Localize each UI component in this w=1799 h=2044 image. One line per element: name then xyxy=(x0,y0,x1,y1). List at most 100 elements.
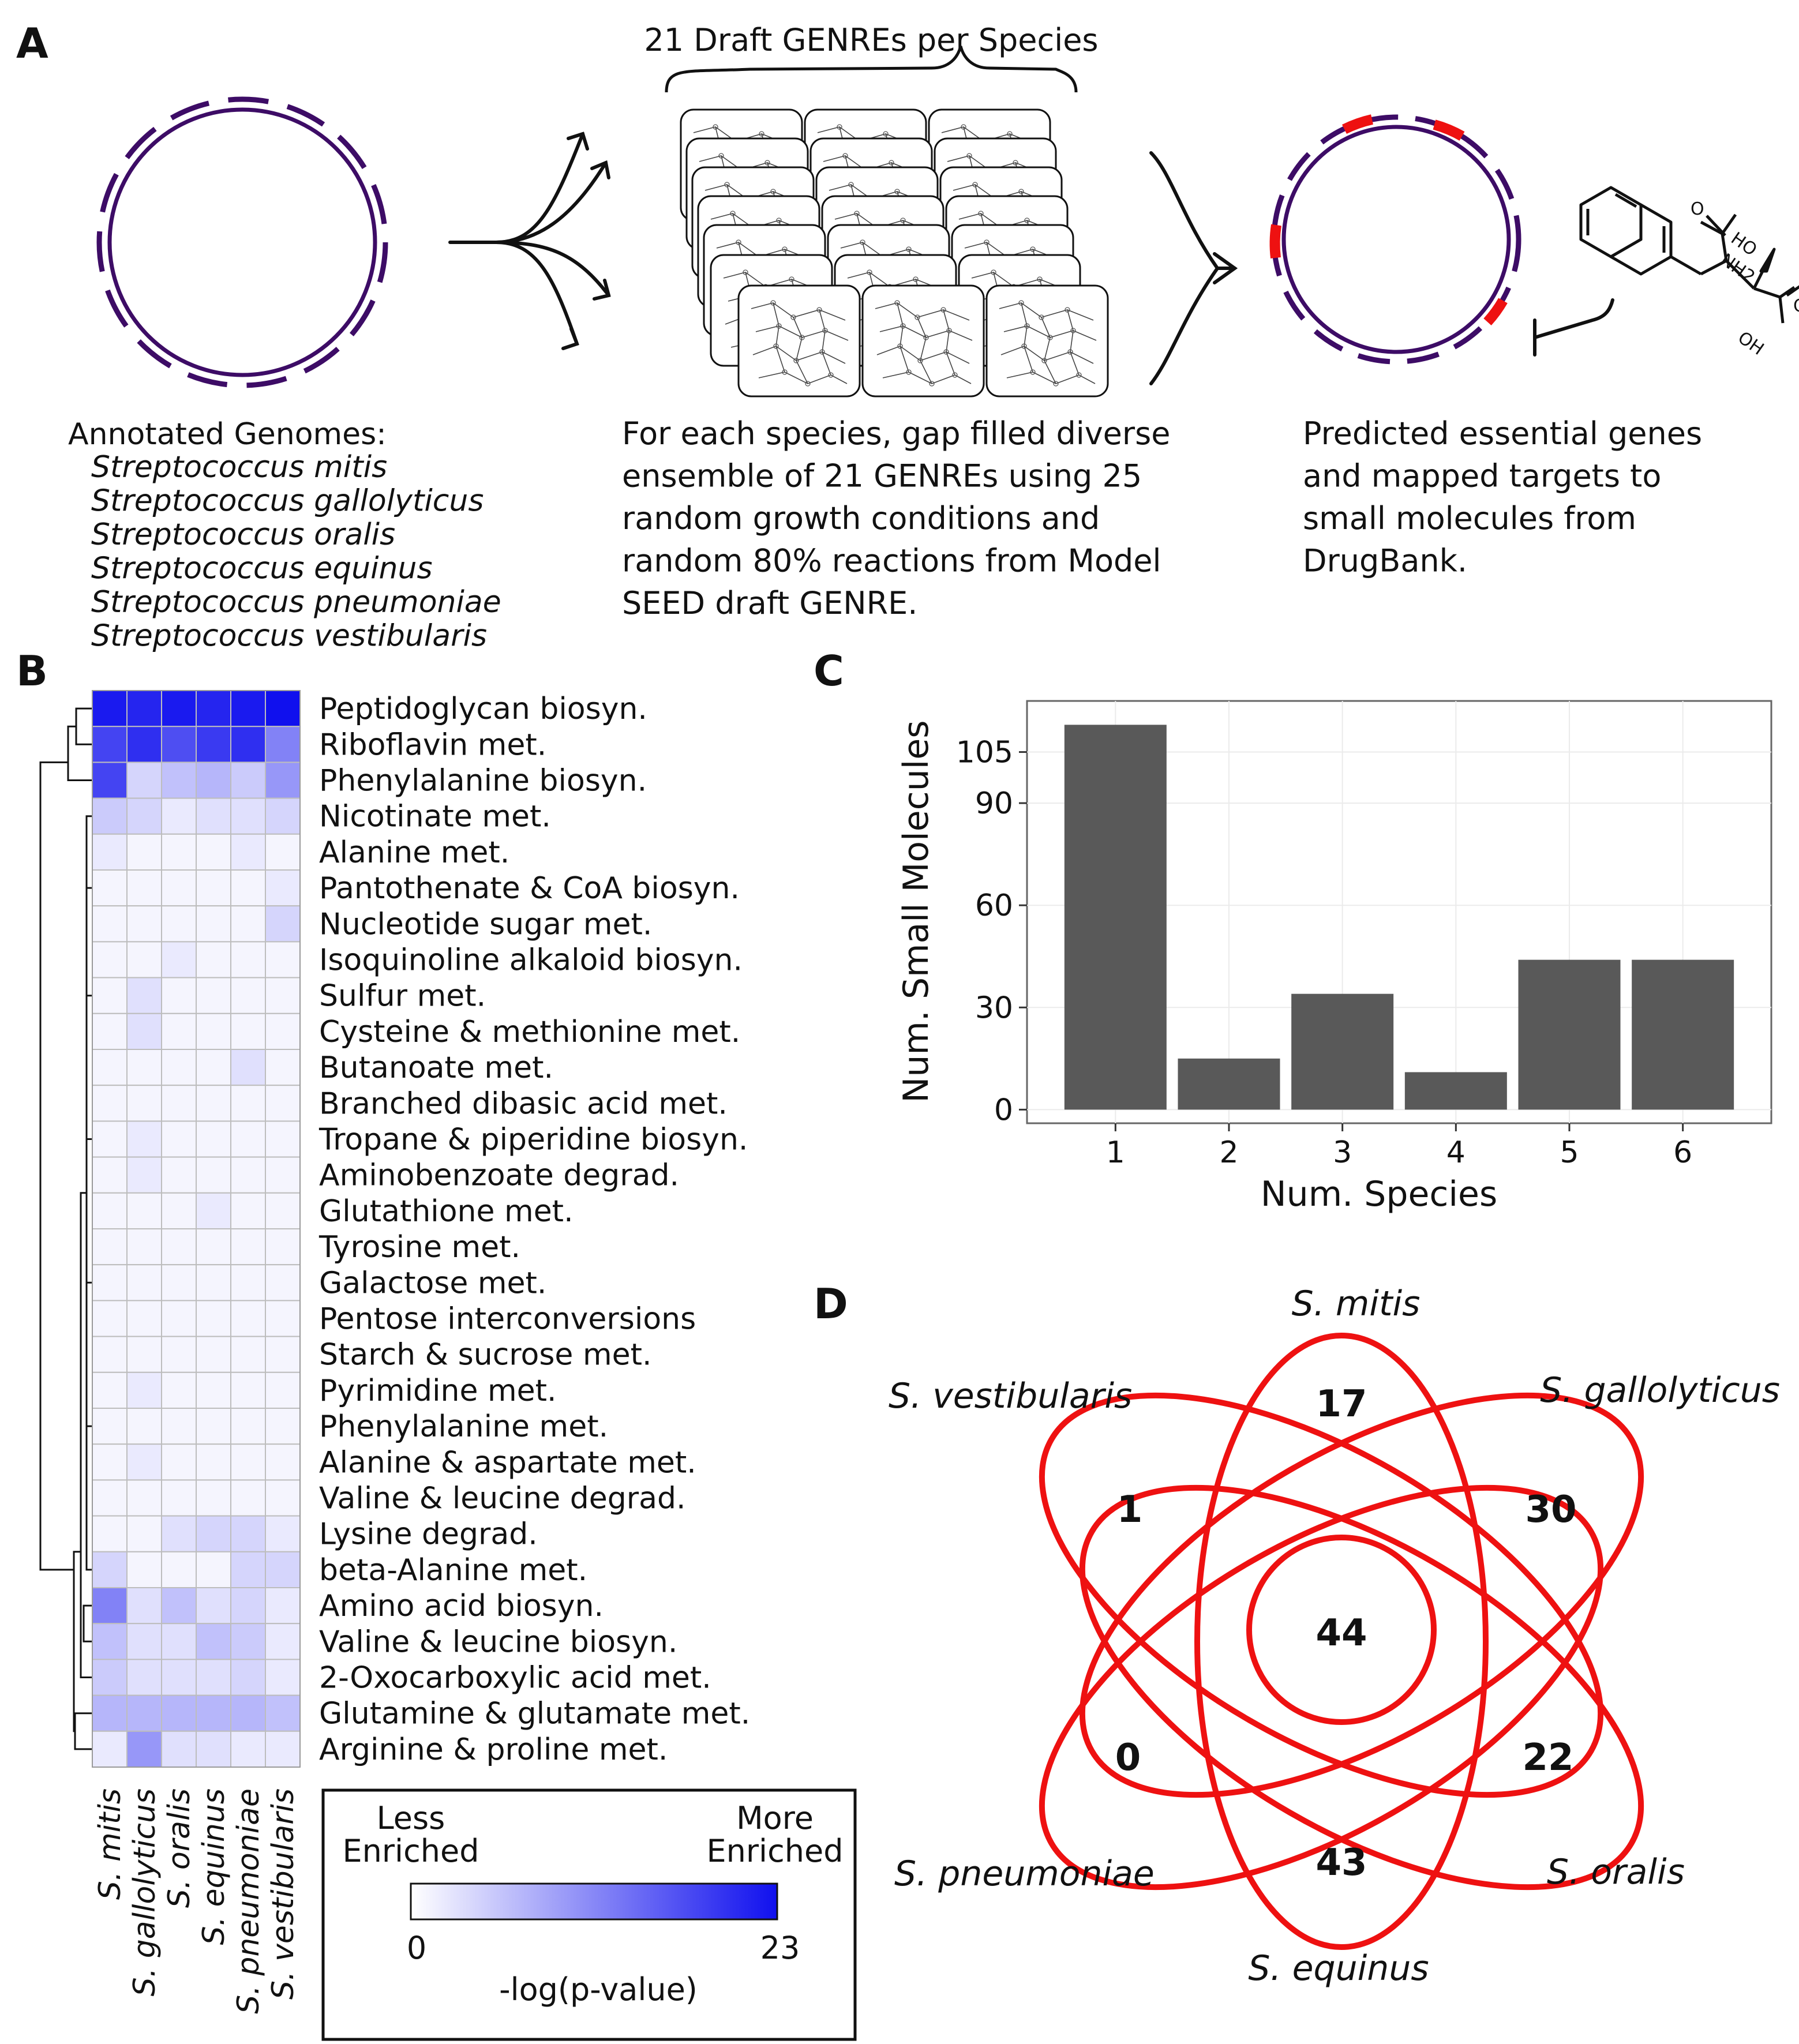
heatmap-cell xyxy=(265,1551,301,1589)
species-column-label: S. gallolyticus xyxy=(128,1788,162,1996)
heatmap-cell xyxy=(230,1515,266,1552)
legend-tick-min: 0 xyxy=(407,1930,426,1966)
heatmap-cell xyxy=(196,1336,231,1373)
heatmap-cell xyxy=(230,1085,266,1122)
heatmap-cell xyxy=(196,1694,231,1732)
heatmap-cell xyxy=(161,690,197,727)
molecule-o-label: O xyxy=(1691,199,1704,219)
heatmap-cell xyxy=(126,1085,162,1122)
heatmap-cell xyxy=(92,941,128,978)
y-tick-label: 90 xyxy=(975,786,1013,821)
bar-4 xyxy=(1404,1072,1507,1110)
pathway-label: Lysine degrad. xyxy=(319,1517,538,1552)
heatmap-cell xyxy=(230,1479,266,1517)
heatmap-cell xyxy=(161,1228,197,1266)
heatmap-cell xyxy=(92,977,128,1014)
dendrogram-branch xyxy=(39,761,68,1131)
heatmap-cell xyxy=(161,941,197,978)
heatmap-cell xyxy=(265,1371,301,1409)
heatmap-cell xyxy=(126,905,162,943)
heatmap-cell xyxy=(161,1012,197,1051)
heatmap-cell xyxy=(92,905,128,943)
heatmap-cell xyxy=(230,1730,266,1768)
heatmap-cell xyxy=(126,1371,162,1409)
heatmap-cell xyxy=(230,762,266,799)
venn-set-label: S. oralis xyxy=(1547,1852,1685,1892)
inhibition-icon xyxy=(1533,298,1614,357)
heatmap-cell xyxy=(92,1228,128,1266)
species-column-label: S. pneumoniae xyxy=(231,1788,266,2014)
heatmap-cell xyxy=(230,726,266,763)
venn-set-outline xyxy=(1079,1392,1644,1798)
venn-region-count: 0 xyxy=(1115,1737,1141,1779)
panel-c-label: C xyxy=(814,647,844,695)
heatmap-cell xyxy=(196,1120,231,1158)
heatmap-cell xyxy=(196,1012,231,1051)
heatmap-cell xyxy=(265,1515,301,1552)
heatmap-cell xyxy=(92,762,128,799)
heatmap-cell xyxy=(126,1336,162,1373)
heatmap-frame xyxy=(92,690,301,1768)
heatmap-cell xyxy=(161,1515,197,1552)
result-text-line: Predicted essential genes xyxy=(1303,415,1702,452)
heatmap-cell xyxy=(92,1623,128,1660)
heatmap-cell xyxy=(161,1551,197,1589)
heatmap-cell xyxy=(230,1587,266,1625)
heatmap-cell xyxy=(161,1408,197,1445)
heatmap-cell xyxy=(230,1012,266,1051)
dendrogram-branch xyxy=(67,725,92,781)
heatmap-cell xyxy=(265,905,301,943)
heatmap-cell xyxy=(265,797,301,835)
heatmap-cell xyxy=(230,1192,266,1230)
legend-more-line1: More xyxy=(736,1800,814,1836)
heatmap-cell xyxy=(230,941,266,978)
heatmap-cell xyxy=(92,1479,128,1517)
heatmap-cell xyxy=(126,833,162,871)
heatmap-cell xyxy=(265,1443,301,1481)
heatmap-cell xyxy=(161,1479,197,1517)
heatmap-cell xyxy=(92,1192,128,1230)
pathway-label: Valine & leucine biosyn. xyxy=(319,1625,677,1659)
venn-set-outline xyxy=(1079,1484,1644,1891)
heatmap-cell xyxy=(230,977,266,1014)
method-text-line: random growth conditions and xyxy=(622,500,1100,537)
venn-region-count: 22 xyxy=(1522,1737,1573,1779)
heatmap-cell xyxy=(161,1049,197,1086)
heatmap-cell xyxy=(126,1659,162,1696)
heatmap-cell xyxy=(161,1264,197,1302)
result-text-line: small molecules from xyxy=(1303,500,1636,537)
heatmap-cell xyxy=(265,762,301,799)
heatmap-cell xyxy=(265,1336,301,1373)
heatmap-cell xyxy=(265,726,301,763)
heatmap-cell xyxy=(265,941,301,978)
heatmap-cell xyxy=(265,1623,301,1660)
heatmap-cell xyxy=(161,1443,197,1481)
venn-set-label: S. pneumoniae xyxy=(894,1854,1155,1894)
result-text-line: DrugBank. xyxy=(1303,543,1467,579)
heatmap-cell xyxy=(196,1659,231,1696)
dendrogram-branch xyxy=(39,1131,74,1571)
method-text-line: ensemble of 21 GENREs using 25 xyxy=(622,458,1142,494)
heatmap-cell xyxy=(126,690,162,727)
heatmap-cell xyxy=(92,1049,128,1086)
method-text: For each species, gap filled diverse ense… xyxy=(622,415,1170,621)
pathway-label: Alanine & aspartate met. xyxy=(319,1445,696,1480)
venn-set-outline xyxy=(1194,1333,1489,1950)
dendrogram-branch xyxy=(85,815,92,1571)
y-tick-label: 60 xyxy=(975,888,1013,923)
heatmap-cell xyxy=(265,1730,301,1768)
heatmap-cell xyxy=(126,941,162,978)
x-tick-label: 2 xyxy=(1219,1135,1238,1170)
method-text-line: For each species, gap filled diverse xyxy=(622,415,1170,452)
pathway-label: Nucleotide sugar met. xyxy=(319,907,652,942)
pathway-label: Isoquinoline alkaloid biosyn. xyxy=(319,943,743,978)
bar-y-axis-label: Num. Small Molecules xyxy=(896,720,936,1102)
heatmap-cell xyxy=(126,762,162,799)
pathway-label: 2-Oxocarboxylic acid met. xyxy=(319,1661,711,1696)
heatmap-cell xyxy=(92,1120,128,1158)
heatmap-cell xyxy=(126,1551,162,1589)
heatmap-cell xyxy=(265,1264,301,1302)
heatmap xyxy=(92,690,301,1768)
heatmap-cell xyxy=(92,1587,128,1625)
